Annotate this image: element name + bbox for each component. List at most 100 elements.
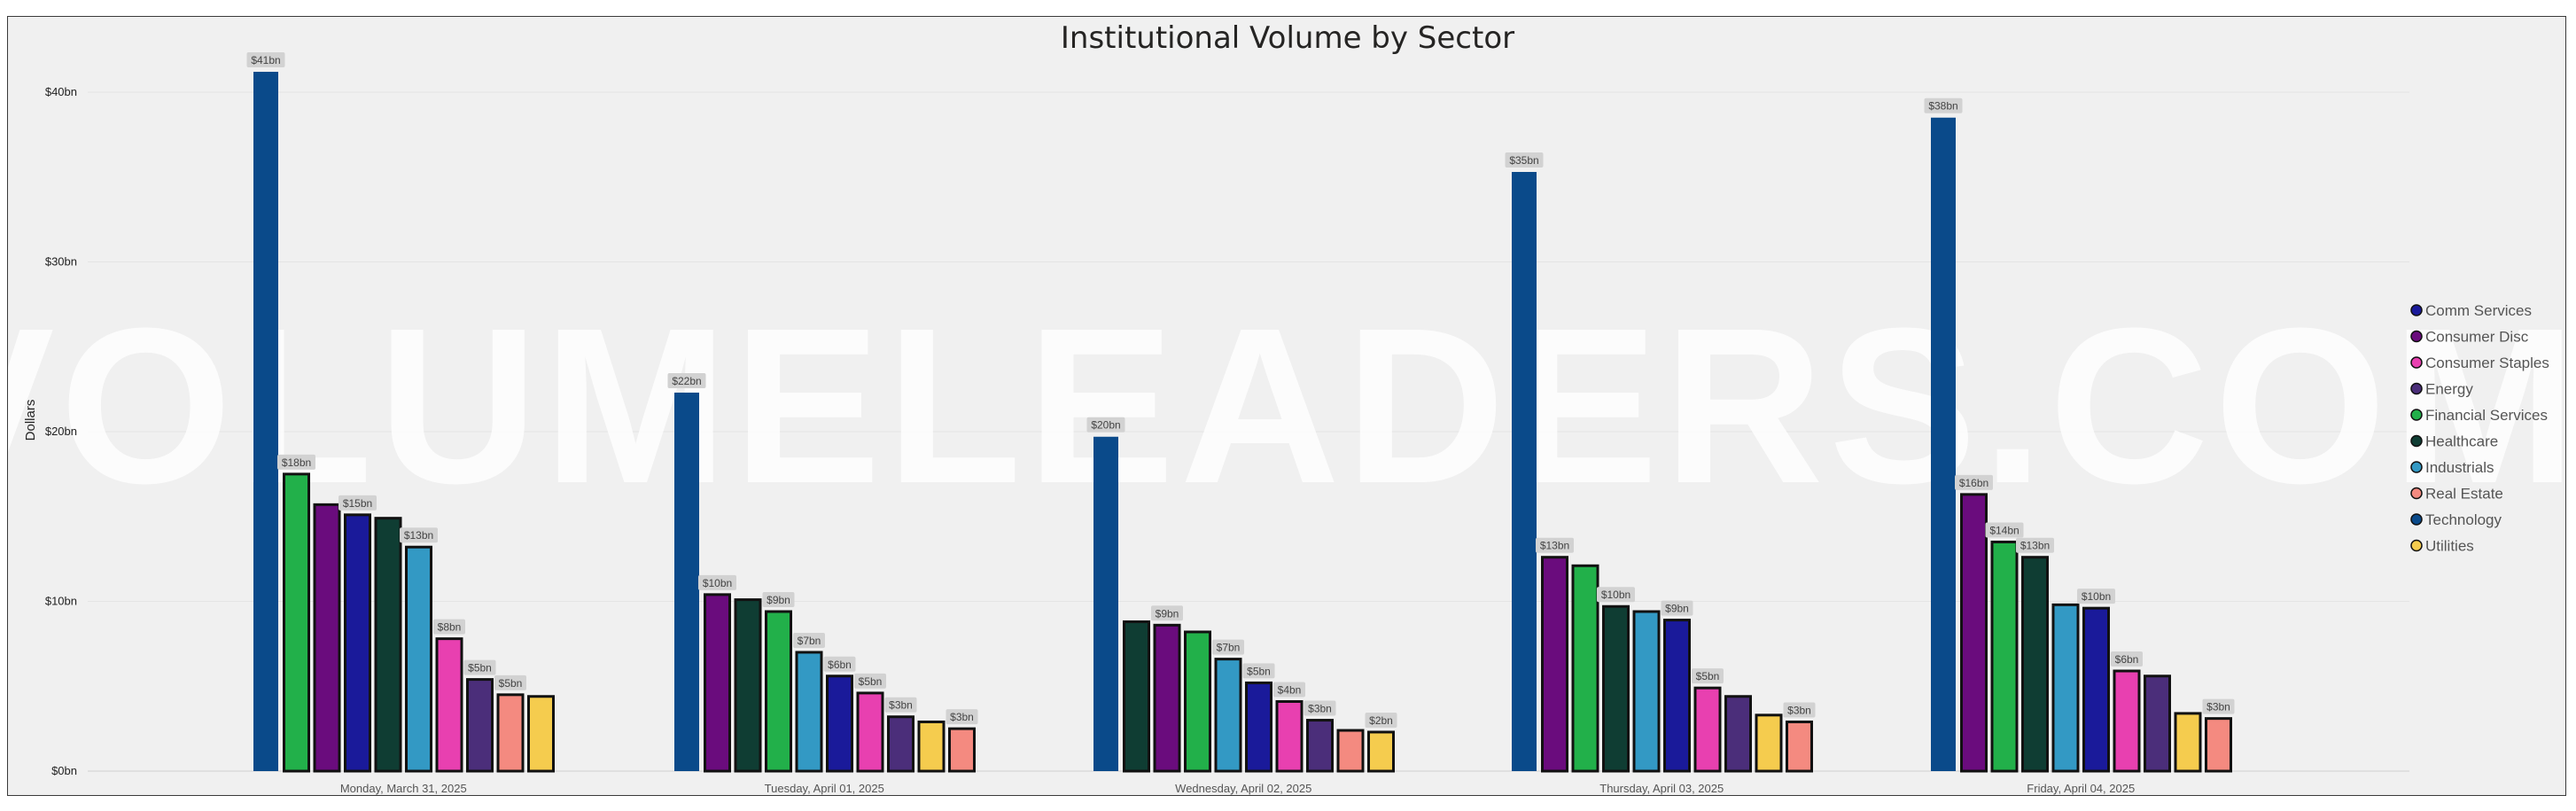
- bar[interactable]: [466, 678, 494, 773]
- bar[interactable]: [1693, 686, 1722, 773]
- chart-title: Institutional Volume by Sector: [1061, 20, 1514, 56]
- bar[interactable]: [1367, 730, 1395, 773]
- legend-label: Industrials: [2425, 459, 2494, 476]
- data-label-bg: [433, 619, 465, 635]
- bar[interactable]: [344, 513, 371, 773]
- legend-label: Technology: [2425, 511, 2502, 528]
- bar[interactable]: [435, 637, 463, 773]
- bar[interactable]: [527, 695, 555, 773]
- legend-item[interactable]: Energy: [2410, 381, 2473, 398]
- data-label: $13bn: [1540, 540, 1569, 552]
- bar[interactable]: [704, 593, 731, 773]
- bar[interactable]: [1275, 699, 1304, 773]
- bar[interactable]: [1663, 619, 1691, 773]
- bar[interactable]: [856, 691, 884, 773]
- bar[interactable]: [826, 675, 853, 773]
- data-label: $3bn: [1787, 704, 1811, 716]
- bar[interactable]: [253, 72, 278, 771]
- legend-item[interactable]: Consumer Disc: [2410, 329, 2529, 346]
- bar[interactable]: [1786, 720, 1813, 773]
- bar[interactable]: [1931, 117, 1956, 772]
- bar[interactable]: [887, 715, 914, 773]
- bar-group: $38bn $16bn $14bn$13bn $10bn $6bn $3bn: [1924, 97, 2235, 773]
- bar[interactable]: [1512, 172, 1537, 771]
- legend-item[interactable]: Financial Services: [2410, 407, 2548, 424]
- bar[interactable]: [496, 693, 525, 773]
- x-tick-label: Monday, March 31, 2025: [340, 782, 467, 795]
- bar[interactable]: [948, 727, 976, 773]
- legend-item[interactable]: Industrials: [2410, 459, 2494, 476]
- legend-label: Healthcare: [2425, 433, 2498, 450]
- legend-item[interactable]: Real Estate: [2410, 486, 2503, 503]
- bar[interactable]: [1336, 729, 1365, 773]
- data-label: $22bn: [672, 375, 701, 387]
- data-label: $2bn: [1369, 714, 1393, 727]
- bar[interactable]: [1632, 610, 1661, 773]
- bar[interactable]: [1184, 630, 1211, 773]
- bar[interactable]: [1990, 540, 2019, 773]
- data-label: $38bn: [1928, 100, 1957, 113]
- bar[interactable]: [1153, 623, 1181, 773]
- bar[interactable]: [765, 610, 792, 773]
- y-axis-label: Dollars: [23, 400, 38, 441]
- bar[interactable]: [2051, 603, 2080, 773]
- y-tick-label: $0bn: [51, 764, 77, 777]
- bar[interactable]: [2205, 717, 2232, 773]
- bar[interactable]: [1123, 620, 1150, 773]
- legend-item[interactable]: Utilities: [2410, 538, 2474, 555]
- bar[interactable]: [1214, 658, 1242, 773]
- legend-label: Consumer Disc: [2425, 329, 2529, 346]
- data-label-bg: [2202, 698, 2235, 714]
- data-label: $5bn: [499, 677, 523, 690]
- data-label-bg: [400, 527, 438, 543]
- x-tick-label: Tuesday, April 01, 2025: [765, 782, 884, 795]
- bar[interactable]: [1245, 681, 1272, 773]
- legend-label: Financial Services: [2425, 407, 2548, 424]
- legend-item[interactable]: Consumer Staples: [2410, 355, 2549, 371]
- data-label: $3bn: [1308, 703, 1332, 715]
- bar[interactable]: [1541, 556, 1568, 773]
- bar[interactable]: [674, 392, 699, 771]
- bar[interactable]: [2174, 712, 2202, 773]
- data-label-bg: [1597, 587, 1635, 603]
- bar[interactable]: [2113, 669, 2141, 773]
- data-label: $35bn: [1509, 154, 1538, 167]
- bar[interactable]: [1093, 436, 1118, 771]
- bar[interactable]: [1571, 564, 1599, 773]
- bar[interactable]: [2144, 675, 2171, 773]
- bar[interactable]: [795, 651, 823, 773]
- y-tick-label: $20bn: [45, 425, 77, 438]
- data-label: $6bn: [828, 659, 852, 671]
- data-label-bg: [698, 574, 736, 590]
- legend-marker: [2410, 409, 2423, 421]
- data-label: $41bn: [251, 54, 280, 66]
- bar[interactable]: [405, 545, 432, 773]
- bar[interactable]: [1602, 604, 1630, 773]
- y-axis-ticks: $0bn $10bn $20bn $30bn $40bn: [45, 85, 77, 777]
- data-label-bg: [2111, 651, 2143, 667]
- legend-item[interactable]: Healthcare: [2410, 433, 2498, 450]
- bar[interactable]: [1960, 493, 1988, 773]
- bar[interactable]: [1755, 714, 1783, 773]
- data-label: $10bn: [2082, 590, 2111, 603]
- data-label-bg: [339, 495, 377, 511]
- bar[interactable]: [2082, 606, 2110, 773]
- legend-item[interactable]: Technology: [2410, 511, 2502, 528]
- bar[interactable]: [1306, 719, 1334, 773]
- bar-group: $41bn $18bn $15bn $13bn $8bn $5bn $5bn: [246, 52, 555, 773]
- legend[interactable]: Comm Services Consumer Disc Consumer Stapl…: [2410, 302, 2549, 555]
- bar[interactable]: [1724, 695, 1752, 773]
- bar[interactable]: [734, 598, 762, 773]
- data-label-bg: [1505, 152, 1544, 168]
- data-label-bg: [1365, 712, 1397, 728]
- legend-item[interactable]: Comm Services: [2410, 302, 2532, 319]
- bar[interactable]: [313, 503, 341, 773]
- bar[interactable]: [917, 720, 946, 773]
- data-label-bg: [494, 675, 526, 690]
- data-label-bg: [1985, 522, 2024, 538]
- legend-marker: [2410, 356, 2423, 369]
- bar[interactable]: [2021, 556, 2049, 773]
- bar[interactable]: [374, 517, 402, 773]
- data-label: $10bn: [703, 577, 732, 589]
- bar[interactable]: [283, 472, 310, 773]
